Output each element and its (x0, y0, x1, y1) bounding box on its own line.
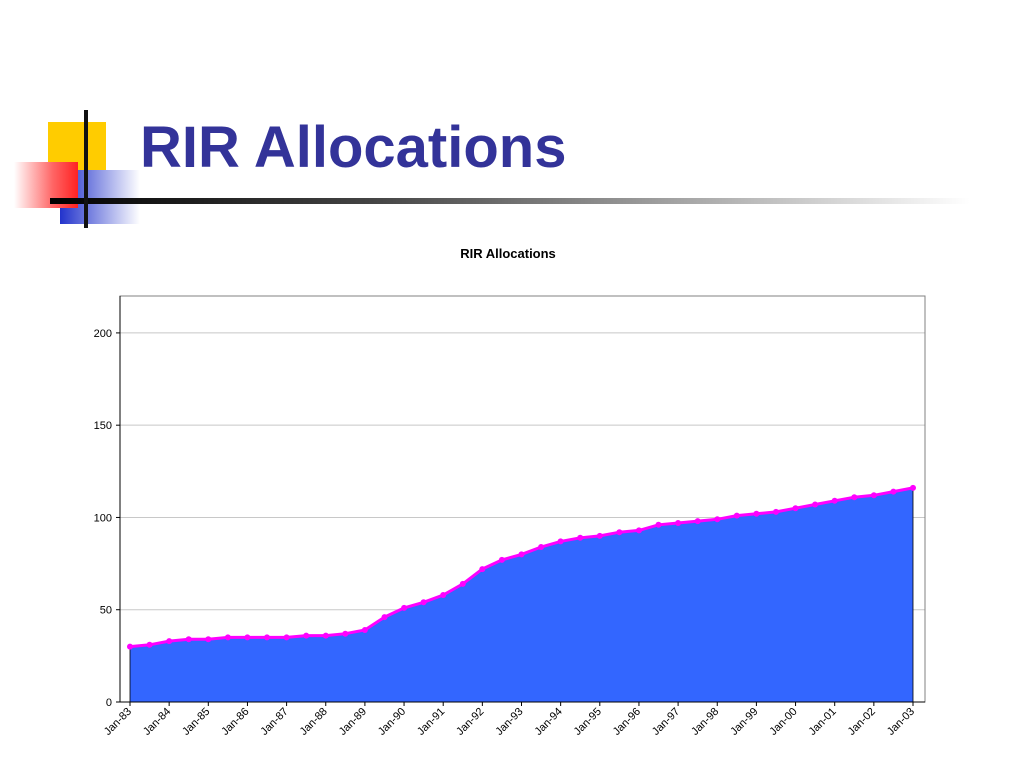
slide-title: RIR Allocations (140, 115, 567, 180)
data-point-3 (185, 636, 192, 643)
data-point-28 (675, 520, 682, 526)
data-point-38 (870, 492, 877, 499)
data-point-35 (812, 501, 819, 508)
x-tick-label-8: Jan-91 (415, 706, 447, 738)
data-point-32 (753, 510, 760, 517)
axes (116, 295, 926, 706)
x-tick-label-15: Jan-98 (689, 706, 721, 738)
data-point-0 (127, 643, 133, 650)
x-tick-label-4: Jan-87 (258, 706, 290, 738)
x-tick-label-18: Jan-01 (807, 706, 839, 738)
area-layer (129, 486, 914, 703)
y-tick-label-50: 50 (100, 605, 112, 617)
x-tick-label-16: Jan-99 (728, 706, 760, 738)
x-tick-label-2: Jan-85 (180, 706, 212, 738)
x-tick-label-0: Jan-83 (102, 706, 134, 738)
data-point-5 (224, 634, 231, 641)
data-point-22 (557, 538, 564, 545)
data-point-20 (518, 551, 525, 558)
data-point-14 (401, 604, 408, 611)
x-tick-label-13: Jan-96 (611, 706, 643, 738)
data-point-16 (440, 592, 447, 598)
data-point-12 (361, 627, 368, 633)
deco-horizontal-line (50, 198, 970, 204)
data-point-23 (577, 534, 584, 541)
data-point-18 (479, 566, 486, 573)
x-tick-label-10: Jan-93 (493, 706, 525, 738)
data-point-4 (205, 636, 212, 643)
data-point-26 (636, 527, 642, 534)
x-tick-label-1: Jan-84 (141, 706, 173, 738)
marker-layer (127, 484, 916, 650)
data-point-9 (303, 632, 310, 639)
data-point-7 (264, 634, 270, 641)
data-point-30 (714, 516, 721, 523)
data-point-36 (831, 497, 838, 504)
x-tick-label-6: Jan-89 (337, 706, 369, 738)
x-tick-label-14: Jan-97 (650, 706, 682, 738)
x-tick-label-12: Jan-95 (572, 706, 604, 738)
data-point-6 (244, 634, 251, 641)
data-point-19 (498, 556, 505, 563)
data-point-29 (694, 518, 701, 525)
data-point-11 (342, 630, 349, 637)
data-point-40 (910, 484, 916, 491)
x-tick-label-3: Jan-86 (219, 706, 251, 738)
y-tick-label-100: 100 (94, 512, 112, 524)
data-point-31 (733, 512, 740, 519)
title-decoration (0, 100, 980, 245)
x-tick-label-17: Jan-00 (767, 706, 799, 738)
data-point-25 (616, 529, 623, 536)
data-point-37 (851, 494, 858, 501)
data-point-2 (166, 638, 173, 645)
x-tick-label-20: Jan-03 (885, 706, 917, 738)
data-point-27 (655, 521, 662, 528)
series-area (129, 487, 914, 703)
deco-vertical-line (84, 110, 88, 228)
data-point-10 (322, 632, 329, 639)
y-tick-label-200: 200 (94, 328, 112, 340)
data-point-15 (420, 599, 427, 606)
data-point-17 (459, 580, 466, 587)
data-point-39 (890, 488, 897, 495)
x-tick-label-19: Jan-02 (846, 706, 878, 738)
x-tick-labels: Jan-83 Jan-84 Jan-85 Jan-86 Jan-87 Jan-88 Jan-… (102, 706, 917, 738)
y-tick-label-0: 0 (106, 697, 112, 709)
data-point-8 (283, 634, 290, 641)
data-point-21 (538, 544, 545, 550)
x-tick-label-5: Jan-88 (298, 706, 330, 738)
chart-container: RIR Allocations 0 50 100 150 200 Jan-83 Jan-8… (0, 230, 1024, 773)
data-point-13 (381, 614, 388, 621)
x-tick-label-7: Jan-90 (376, 706, 408, 738)
x-tick-label-11: Jan-94 (532, 706, 564, 738)
data-point-24 (596, 532, 603, 539)
y-tick-label-150: 150 (94, 420, 112, 432)
data-point-1 (146, 641, 153, 648)
decoration-graphic (14, 110, 970, 228)
y-tick-labels: 0 50 100 150 200 (94, 328, 112, 709)
data-point-34 (792, 505, 799, 512)
x-tick-label-9: Jan-92 (454, 706, 486, 738)
chart-title: RIR Allocations (460, 246, 556, 261)
data-point-33 (773, 508, 779, 515)
